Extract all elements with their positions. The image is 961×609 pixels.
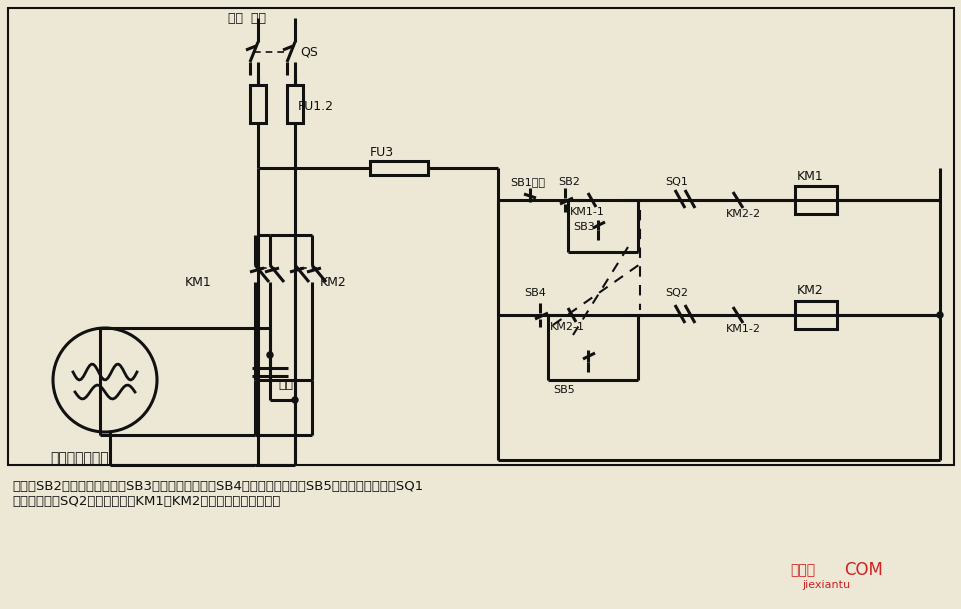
Text: FU1.2: FU1.2 [298,100,333,113]
Text: 接线图: 接线图 [789,563,814,577]
Text: KM1-1: KM1-1 [570,207,604,217]
Text: SB5: SB5 [553,385,574,395]
Text: SQ1: SQ1 [664,177,687,187]
Text: KM1: KM1 [796,169,823,183]
Text: 电容: 电容 [278,378,293,390]
Text: KM2: KM2 [320,275,346,289]
Bar [250,85,266,123]
Bar [286,85,303,123]
Text: KM2-1: KM2-1 [550,322,584,332]
Text: SQ2: SQ2 [664,288,687,298]
Circle shape [936,312,942,318]
Text: SB4: SB4 [524,288,545,298]
Text: KM2-2: KM2-2 [726,209,760,219]
Text: 说明：SB2为上升启动按钮，SB3为上升点动按钮，SB4为下降启动按钮，SB5为下降点动按钮；SQ1
为最高限位，SQ2为最低限位。KM1、KM2可用中间继电器: 说明：SB2为上升启动按钮，SB3为上升点动按钮，SB4为下降启动按钮，SB5为… [12,480,423,508]
Bar [794,301,836,329]
Text: jiexiantu: jiexiantu [801,580,850,590]
Text: KM1-2: KM1-2 [726,324,760,334]
Text: SB2: SB2 [557,177,579,187]
Text: 单相电容电动机: 单相电容电动机 [50,451,109,465]
Text: KM2: KM2 [796,284,823,298]
Circle shape [267,352,273,358]
Bar [370,161,428,175]
Circle shape [53,328,157,432]
Text: SB3: SB3 [573,222,594,232]
Text: SB1停止: SB1停止 [509,177,545,187]
Bar [8,8,953,465]
Text: KM1: KM1 [185,275,211,289]
Bar [794,186,836,214]
Text: 火线  零线: 火线 零线 [228,12,266,24]
Text: QS: QS [300,46,317,58]
Text: FU3: FU3 [370,147,394,160]
Text: COM: COM [843,561,882,579]
Circle shape [292,397,298,403]
